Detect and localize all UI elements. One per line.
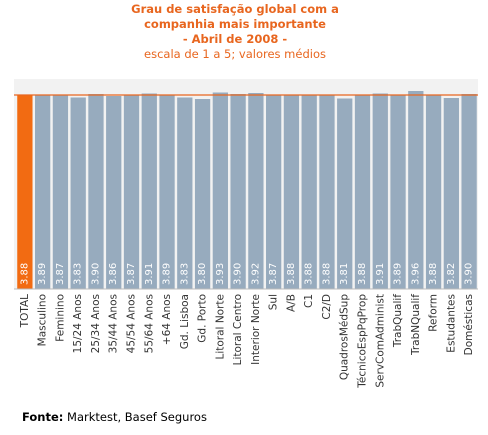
bar-13 — [230, 94, 246, 289]
data-label-21: 3.91 — [375, 263, 386, 285]
data-label-2: 3.89 — [37, 263, 48, 285]
category-label-19: QuadrosMédSup — [339, 294, 351, 381]
chart-title-line-1: Grau de satisfação global com a — [131, 2, 339, 16]
data-label-13: 3.90 — [233, 263, 244, 285]
bar-25 — [443, 98, 459, 289]
bar-19 — [337, 98, 353, 289]
category-label-8: 55/64 Anos — [143, 294, 155, 353]
chart-title-line-2: companhia mais importante — [144, 17, 326, 31]
data-label-4: 3.83 — [73, 263, 84, 285]
bar-24 — [425, 95, 442, 289]
bar-17 — [301, 95, 317, 289]
data-label-8: 3.91 — [144, 263, 155, 285]
data-label-11: 3.80 — [197, 263, 208, 285]
category-label-20: TécnicoEspPqProp — [357, 294, 369, 389]
category-label-18: C2/D — [321, 294, 333, 320]
data-label-25: 3.82 — [446, 263, 457, 285]
category-label-17: C1 — [303, 294, 315, 308]
category-label-12: Litoral Norte — [214, 294, 226, 360]
bar-9 — [159, 94, 175, 289]
bar-11 — [194, 99, 211, 289]
data-label-10: 3.83 — [179, 263, 190, 285]
bar-12 — [212, 92, 228, 289]
category-label-3: Feminino — [54, 294, 66, 342]
category-label-26: Domésticas — [463, 294, 475, 355]
category-label-13: Litoral Centro — [232, 294, 244, 365]
category-label-24: Reform — [428, 294, 440, 332]
data-label-17: 3.88 — [304, 263, 315, 285]
category-label-11: Gd. Porto — [197, 294, 209, 343]
data-label-1: 3.88 — [19, 263, 30, 285]
category-label-4: 15/24 Anos — [72, 294, 84, 353]
data-label-16: 3.88 — [286, 263, 297, 285]
category-label-6: 35/44 Anos — [108, 294, 120, 353]
category-label-10: Gd. Lisboa — [179, 294, 191, 349]
category-label-21: ServComAdminist — [374, 294, 386, 388]
data-label-6: 3.86 — [108, 263, 119, 285]
category-label-5: 25/34 Anos — [90, 294, 102, 353]
bar-14 — [248, 93, 264, 289]
bar-22 — [390, 94, 406, 289]
category-label-15: Sul — [268, 294, 280, 310]
bar-4 — [70, 97, 86, 289]
bar-20 — [354, 95, 371, 289]
data-label-26: 3.90 — [464, 263, 475, 285]
category-label-23: TrabNQualif — [410, 294, 422, 356]
data-label-23: 3.96 — [410, 263, 421, 285]
data-label-22: 3.89 — [393, 263, 404, 285]
data-label-24: 3.88 — [428, 263, 439, 285]
bar-21 — [372, 93, 388, 289]
category-label-7: 45/54 Anos — [126, 294, 138, 353]
bar-6 — [106, 96, 122, 289]
data-label-20: 3.88 — [357, 263, 368, 285]
data-label-5: 3.90 — [90, 263, 101, 285]
category-label-9: +64 Anos — [161, 294, 173, 345]
chart-subtitle: escala de 1 a 5; valores médios — [144, 47, 326, 61]
source-note: Fonte: Marktest, Basef Seguros — [22, 410, 207, 424]
bar-10 — [177, 97, 193, 289]
bar-3 — [52, 95, 69, 289]
data-label-19: 3.81 — [339, 263, 350, 285]
category-label-2: Masculino — [37, 294, 49, 346]
bar-2 — [35, 94, 51, 289]
source-text: Marktest, Basef Seguros — [67, 410, 207, 424]
bar-5 — [88, 94, 104, 289]
chart-title-line-3: - Abril de 2008 - — [182, 32, 288, 46]
category-label-25: Estudantes — [445, 294, 457, 353]
data-label-12: 3.93 — [215, 263, 226, 285]
data-label-18: 3.88 — [321, 263, 332, 285]
bar-26 — [461, 94, 477, 289]
chart-title-block: Grau de satisfação global com a companhi… — [0, 2, 470, 62]
bar-7 — [123, 95, 140, 289]
bar-18 — [319, 95, 335, 289]
bar-8 — [141, 93, 157, 289]
data-label-14: 3.92 — [250, 263, 261, 285]
source-label: Fonte: — [22, 410, 64, 424]
category-label-14: Interior Norte — [250, 294, 262, 365]
category-label-22: TrabQualif — [392, 294, 404, 348]
data-label-3: 3.87 — [55, 263, 66, 285]
data-label-15: 3.87 — [268, 263, 279, 285]
category-label-16: A/B — [285, 294, 297, 312]
bar-1 — [17, 95, 33, 289]
bar-16 — [283, 95, 300, 289]
data-label-9: 3.89 — [162, 263, 173, 285]
bar-15 — [266, 95, 282, 289]
data-label-7: 3.87 — [126, 263, 137, 285]
bar-23 — [408, 91, 424, 289]
category-label-1: TOTAL — [19, 294, 31, 328]
